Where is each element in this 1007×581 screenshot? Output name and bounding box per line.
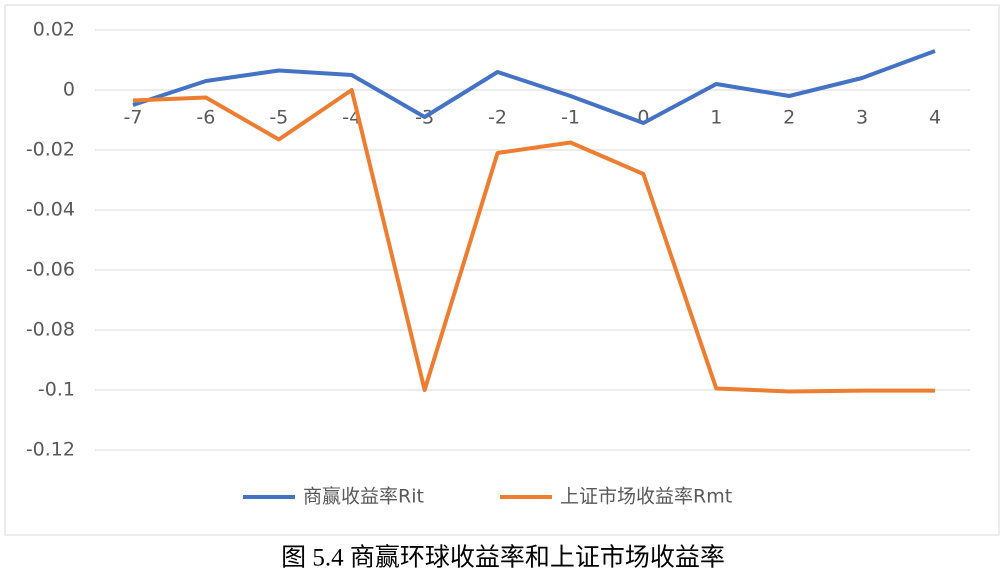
x-tick-label: 3	[856, 107, 868, 129]
y-tick-label: 0	[63, 79, 75, 101]
y-tick-label: -0.04	[26, 199, 75, 221]
y-tick-label: -0.02	[26, 139, 75, 161]
x-tick-label: -5	[269, 107, 288, 129]
y-tick-label: -0.1	[38, 379, 75, 401]
series-line	[132, 49, 936, 125]
x-tick-label: 0	[637, 107, 649, 129]
y-tick-label: -0.06	[26, 259, 75, 281]
series-line	[132, 88, 935, 394]
x-tick-label: -2	[488, 107, 507, 129]
y-tick-label: -0.12	[26, 439, 75, 461]
x-tick-label: 4	[929, 107, 941, 129]
x-tick-label: 2	[783, 107, 795, 129]
y-tick-label: 0.02	[33, 19, 75, 41]
caption: 图 5.4 商赢环球收益率和上证市场收益率	[281, 544, 725, 572]
y-tick-label: -0.08	[26, 319, 75, 341]
x-tick-label: -1	[561, 107, 580, 129]
legend-label: 上证市场收益率Rmt	[560, 486, 732, 508]
x-tick-label: 1	[710, 107, 722, 129]
x-tick-label: -7	[124, 107, 143, 129]
legend-label: 商赢收益率Rit	[303, 486, 424, 508]
x-tick-label: -6	[196, 107, 215, 129]
